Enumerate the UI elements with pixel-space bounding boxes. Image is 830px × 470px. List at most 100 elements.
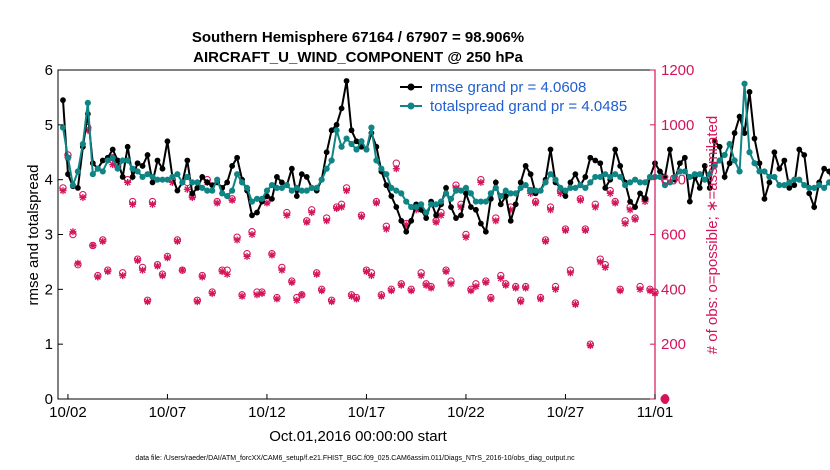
- totalspread-point: [383, 171, 390, 178]
- x-axis-label: Oct.01,2016 00:00:00 start: [269, 428, 447, 445]
- obs-assimilated-stroke: [219, 268, 226, 275]
- totalspread-point: [204, 187, 211, 194]
- rmse-point: [756, 160, 763, 167]
- obs-assimilated-marker: [288, 278, 296, 286]
- chart-title-line1: Southern Hemisphere 67164 / 67907 = 98.9…: [192, 29, 524, 46]
- totalspread-point: [234, 171, 241, 178]
- rmse-point: [288, 165, 295, 172]
- totalspread-point: [751, 160, 758, 167]
- totalspread-point: [746, 149, 753, 156]
- obs-assimilated-stroke: [278, 267, 285, 274]
- obs-assimilated-stroke: [373, 199, 380, 207]
- totalspread-point: [433, 201, 440, 208]
- rmse-point: [676, 160, 683, 167]
- obs-assimilated-marker: [497, 274, 505, 282]
- rmse-point: [75, 184, 81, 191]
- obs-assimilated-marker: [228, 196, 236, 204]
- rmse-point: [527, 171, 534, 178]
- rmse-point: [786, 184, 793, 191]
- totalspread-point: [189, 179, 196, 186]
- totalspread-point: [532, 187, 539, 194]
- obs-assimilated-marker: [119, 272, 127, 280]
- rmse-point: [617, 163, 624, 169]
- obs-assimilated-marker: [348, 292, 356, 300]
- obs-assimilated-marker: [134, 257, 142, 265]
- obs-assimilated-marker: [397, 281, 405, 289]
- obs-assimilated-marker: [69, 228, 77, 236]
- rmse-point: [60, 97, 66, 104]
- totalspread-point: [791, 176, 798, 183]
- totalspread-point: [403, 198, 410, 205]
- obs-assimilated-stroke: [194, 298, 201, 305]
- obs-assimilated-stroke: [268, 252, 275, 259]
- obs-assimilated-marker: [213, 199, 221, 207]
- obs-assimilated-stroke: [69, 228, 76, 235]
- obs-assimilated-stroke: [59, 187, 67, 194]
- rmse-point: [701, 163, 708, 169]
- totalspread-point: [293, 184, 300, 191]
- totalspread-point: [492, 184, 499, 191]
- obs-assimilated-stroke: [497, 275, 504, 282]
- obs-assimilated-stroke: [388, 287, 395, 294]
- totalspread-point: [119, 157, 126, 164]
- totalspread-point: [114, 165, 121, 172]
- lines-layer: [59, 78, 830, 235]
- obs-assimilated-stroke: [637, 286, 644, 293]
- rmse-point: [338, 105, 345, 112]
- obs-assimilated-stroke: [487, 295, 494, 302]
- obs-assimilated-stroke: [134, 257, 141, 264]
- totalspread-point: [656, 173, 664, 181]
- rmse-point: [502, 193, 509, 200]
- obs-assimilated-marker: [278, 266, 286, 274]
- totalspread-point: [467, 190, 475, 197]
- totalspread-point: [661, 182, 669, 189]
- rmse-point: [343, 78, 350, 84]
- rmse-point: [149, 179, 156, 186]
- totalspread-point: [224, 193, 231, 200]
- y-axis-label-right: # of obs: o=possible; ∗=assimilated: [704, 116, 721, 355]
- obs-assimilated-stroke: [74, 260, 81, 267]
- rmse-point: [791, 182, 798, 189]
- obs-assimilated-stroke: [288, 279, 295, 286]
- rmse-point: [99, 157, 106, 164]
- totalspread-point: [627, 179, 634, 186]
- totalspread-point: [786, 179, 793, 186]
- obs-assimilated-stroke: [199, 273, 206, 281]
- rmse-point: [597, 160, 604, 167]
- y-tick-label-left: 4: [45, 172, 53, 189]
- legend-entry: totalspread grand pr = 4.0485: [430, 98, 627, 115]
- y-tick-label-left: 2: [45, 281, 53, 298]
- totalspread-point: [462, 184, 470, 191]
- rmse-point: [632, 204, 638, 210]
- obs-assimilated-marker: [338, 203, 346, 211]
- totalspread-point: [154, 176, 161, 183]
- totalspread-point: [542, 179, 549, 186]
- rmse-point: [393, 204, 400, 210]
- x-tick-label: 10/17: [348, 404, 386, 421]
- rmse-point: [129, 174, 136, 180]
- axes-layer: 0 1 2 3 4 5 6 0 200 400 600 800 1000 1200 10/02 10/07 10…: [45, 62, 695, 421]
- totalspread-point: [74, 168, 82, 175]
- totalspread-point: [696, 171, 703, 178]
- rmse-point: [134, 160, 141, 167]
- rmse-point: [298, 171, 305, 178]
- totalspread-point: [602, 171, 609, 178]
- totalspread-point: [671, 173, 679, 181]
- rmse-point: [453, 215, 459, 221]
- rmse-point: [507, 217, 514, 224]
- totalspread-point: [811, 184, 818, 191]
- totalspread-point: [199, 184, 206, 191]
- obs-assimilated-marker: [238, 292, 246, 300]
- obs-assimilated-marker: [467, 287, 475, 295]
- obs-assimilated-marker: [442, 268, 450, 276]
- rmse-point: [303, 174, 310, 180]
- obs-assimilated-marker: [522, 284, 530, 292]
- totalspread-point: [721, 151, 728, 159]
- totalspread-point: [179, 179, 186, 186]
- obs-assimilated-marker: [616, 287, 624, 295]
- totalspread-point: [388, 184, 395, 191]
- chart-title-line2: AIRCRAFT_U_WIND_COMPONENT @ 250 hPa: [193, 49, 523, 66]
- y-axis-label-left: rmse and totalspread: [25, 165, 42, 306]
- obs-assimilated-stroke: [393, 165, 400, 172]
- obs-assimilated-stroke: [179, 267, 186, 274]
